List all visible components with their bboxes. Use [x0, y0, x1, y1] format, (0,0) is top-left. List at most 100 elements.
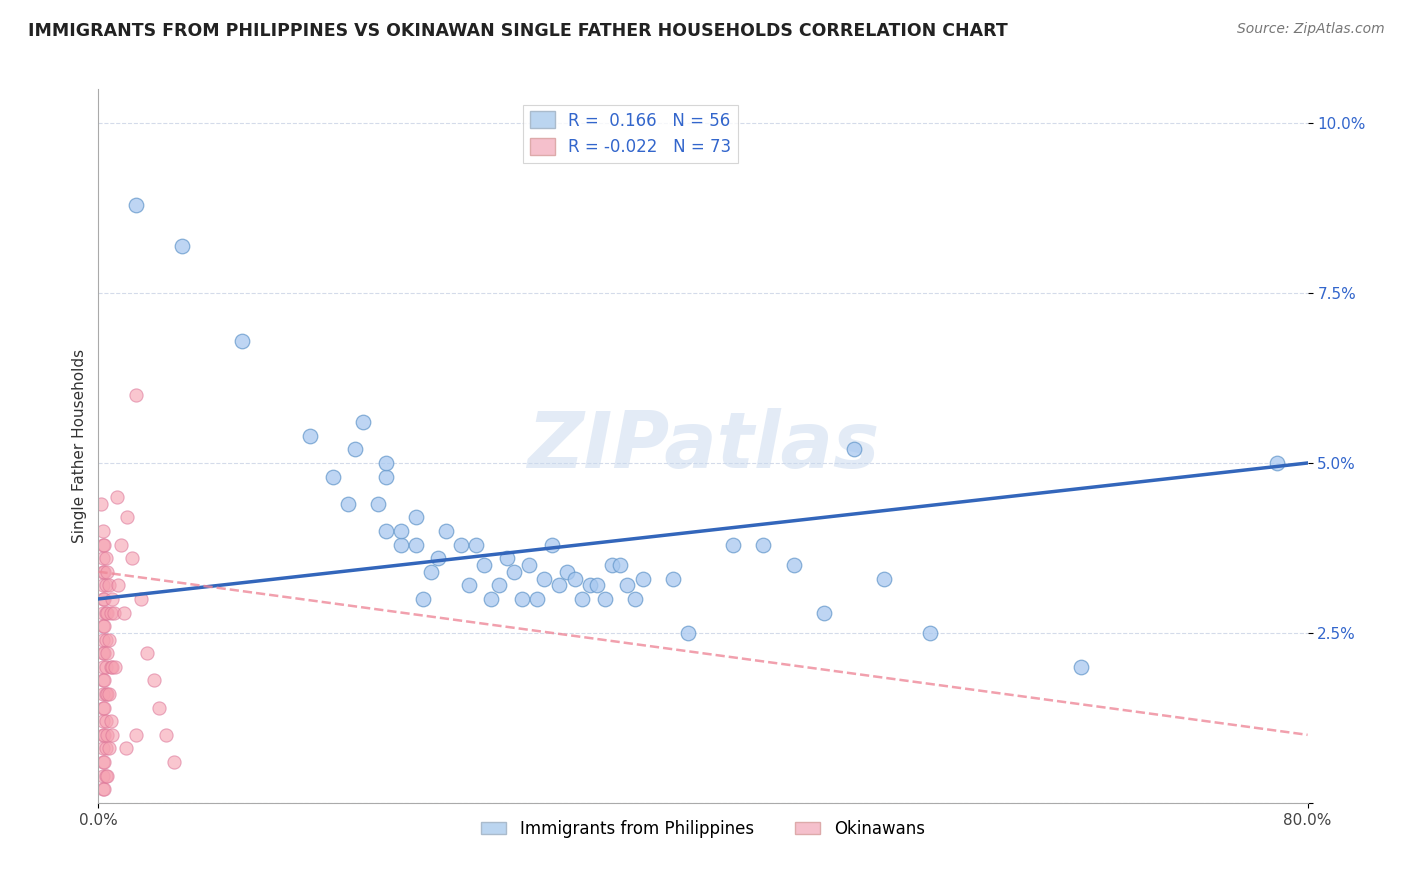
Point	[93, 591, 115, 606]
Y-axis label: Single Father Households: Single Father Households	[72, 349, 87, 543]
Point	[533, 572, 555, 586]
Point	[593, 591, 616, 606]
Point	[434, 524, 457, 538]
Point	[503, 565, 526, 579]
Point	[129, 591, 152, 606]
Text: IMMIGRANTS FROM PHILIPPINES VS OKINAWAN SINGLE FATHER HOUSEHOLDS CORRELATION CHA: IMMIGRANTS FROM PHILIPPINES VS OKINAWAN …	[28, 22, 1008, 40]
Point	[389, 537, 412, 551]
Point	[231, 334, 253, 348]
Text: Source: ZipAtlas.com: Source: ZipAtlas.com	[1237, 22, 1385, 37]
Point	[96, 606, 118, 620]
Point	[918, 626, 941, 640]
Point	[844, 442, 866, 457]
Point	[115, 510, 138, 524]
Point	[110, 537, 132, 551]
Point	[389, 524, 412, 538]
Point	[93, 646, 115, 660]
Point	[465, 537, 488, 551]
Point	[93, 700, 115, 714]
Point	[125, 388, 148, 402]
Point	[631, 572, 654, 586]
Point	[813, 606, 835, 620]
Point	[91, 524, 114, 538]
Point	[98, 687, 121, 701]
Point	[112, 606, 135, 620]
Point	[609, 558, 631, 572]
Point	[98, 632, 121, 647]
Point	[91, 700, 114, 714]
Point	[1070, 660, 1092, 674]
Point	[101, 728, 124, 742]
Point	[540, 537, 562, 551]
Point	[427, 551, 450, 566]
Point	[94, 769, 117, 783]
Point	[91, 660, 114, 674]
Point	[100, 714, 122, 729]
Point	[98, 741, 121, 756]
Point	[94, 578, 117, 592]
Point	[96, 565, 118, 579]
Point	[96, 769, 118, 783]
Point	[344, 442, 367, 457]
Point	[163, 755, 186, 769]
Point	[91, 673, 114, 688]
Text: ZIPatlas: ZIPatlas	[527, 408, 879, 484]
Point	[1267, 456, 1289, 470]
Point	[94, 714, 117, 729]
Point	[91, 578, 114, 592]
Point	[93, 537, 115, 551]
Point	[96, 646, 118, 660]
Point	[143, 673, 166, 688]
Point	[457, 578, 479, 592]
Point	[91, 782, 114, 797]
Point	[91, 565, 114, 579]
Point	[299, 429, 322, 443]
Point	[374, 456, 396, 470]
Point	[555, 565, 578, 579]
Point	[412, 591, 434, 606]
Point	[752, 537, 775, 551]
Point	[578, 578, 600, 592]
Point	[148, 700, 170, 714]
Point	[352, 415, 374, 429]
Point	[93, 755, 115, 769]
Point	[100, 660, 122, 674]
Point	[723, 537, 745, 551]
Point	[125, 198, 148, 212]
Point	[783, 558, 806, 572]
Point	[93, 673, 115, 688]
Point	[101, 660, 124, 674]
Point	[90, 497, 112, 511]
Point	[526, 591, 548, 606]
Point	[602, 558, 624, 572]
Point	[91, 606, 114, 620]
Point	[155, 728, 177, 742]
Point	[94, 606, 117, 620]
Point	[93, 565, 115, 579]
Point	[93, 782, 115, 797]
Point	[548, 578, 571, 592]
Point	[104, 660, 127, 674]
Point	[170, 238, 193, 252]
Point	[125, 728, 148, 742]
Point	[322, 469, 344, 483]
Point	[336, 497, 359, 511]
Point	[91, 646, 114, 660]
Point	[91, 632, 114, 647]
Point	[107, 578, 129, 592]
Point	[93, 619, 115, 633]
Point	[94, 660, 117, 674]
Point	[571, 591, 593, 606]
Point	[103, 606, 125, 620]
Point	[98, 578, 121, 592]
Point	[91, 551, 114, 566]
Point	[91, 741, 114, 756]
Point	[93, 728, 115, 742]
Point	[488, 578, 510, 592]
Point	[91, 591, 114, 606]
Point	[624, 591, 647, 606]
Point	[101, 591, 124, 606]
Point	[91, 769, 114, 783]
Point	[405, 537, 427, 551]
Point	[96, 728, 118, 742]
